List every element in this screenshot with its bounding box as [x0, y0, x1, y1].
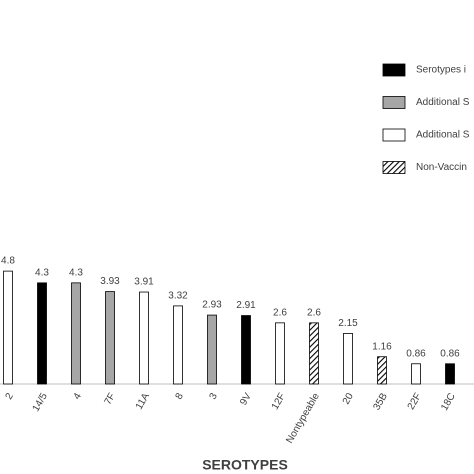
x-tick-label: 14/5	[31, 391, 50, 414]
data-label: 1.16	[372, 341, 392, 352]
legend-label: Serotypes i	[416, 65, 466, 76]
bar	[105, 291, 115, 385]
x-tick-label: 8	[174, 391, 187, 402]
data-label: 4.3	[35, 268, 49, 279]
legend-label: Additional S	[416, 97, 470, 108]
data-label: 2.15	[338, 318, 358, 329]
data-label: 3.93	[100, 276, 120, 287]
x-tick-label: 12F	[270, 391, 288, 411]
legend-swatch	[382, 161, 406, 174]
data-label: 2.93	[202, 300, 222, 311]
x-tick-label: 35B	[371, 391, 390, 412]
x-axis-title: SEROTYPES	[202, 457, 288, 473]
bar	[275, 322, 285, 385]
bar	[309, 322, 319, 385]
data-label: 3.32	[168, 291, 188, 302]
bar	[241, 315, 251, 385]
x-tick-label: 22F	[406, 391, 424, 411]
x-tick-label: 2	[4, 391, 17, 402]
legend-swatch	[382, 128, 406, 142]
legend-label: Additional S	[416, 130, 470, 141]
bar	[3, 270, 13, 385]
x-tick-label: 20	[341, 391, 356, 407]
bar	[173, 305, 183, 385]
x-tick-label: 18C	[439, 391, 458, 412]
data-label: 3.91	[134, 277, 154, 288]
legend-swatch	[382, 63, 406, 77]
data-label: 4.3	[69, 268, 83, 279]
data-label: 4.8	[1, 256, 15, 267]
bar	[377, 356, 387, 385]
bar	[37, 282, 47, 385]
data-label: 2.6	[307, 307, 321, 318]
bar	[71, 282, 81, 385]
x-tick-label: 11A	[134, 391, 152, 412]
bar	[343, 333, 353, 385]
bar	[411, 363, 421, 385]
x-tick-label: 3	[208, 391, 221, 402]
x-tick-label: Nontypeable	[284, 391, 322, 446]
legend-swatch	[382, 96, 406, 109]
bar	[207, 314, 217, 385]
data-label: 2.6	[273, 307, 287, 318]
bar	[139, 291, 149, 385]
x-tick-label: 7F	[103, 391, 118, 407]
legend-label: Non-Vaccin	[416, 162, 467, 173]
x-tick-label: 9V	[238, 391, 254, 407]
data-label: 0.86	[406, 348, 426, 359]
data-label: 2.91	[236, 300, 256, 311]
x-tick-label: 4	[72, 391, 85, 402]
bar	[445, 363, 455, 385]
data-label: 0.86	[440, 348, 460, 359]
